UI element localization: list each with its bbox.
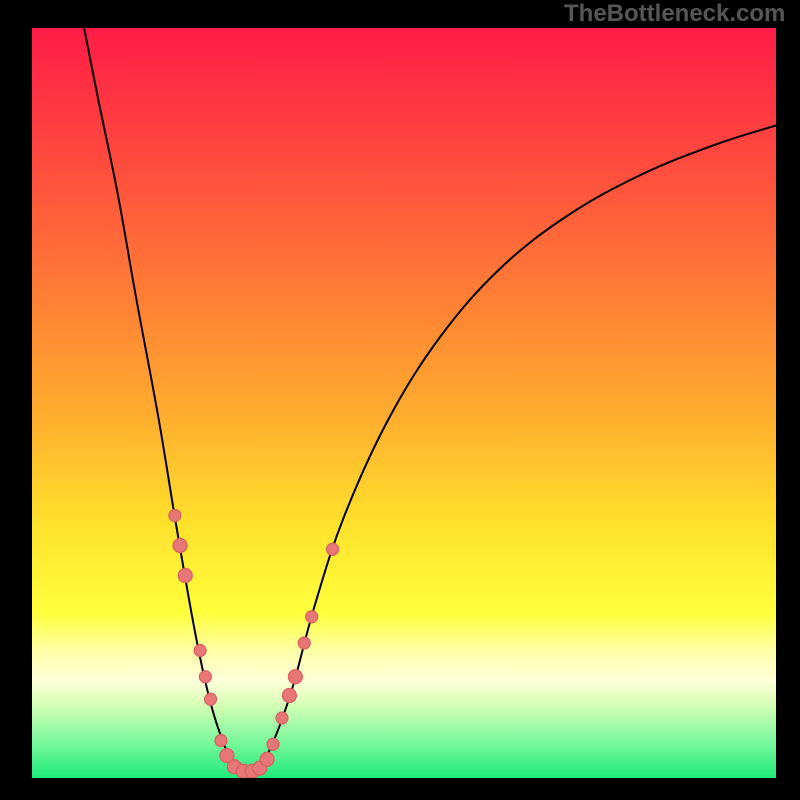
data-marker	[169, 510, 181, 522]
data-marker	[276, 712, 288, 724]
data-marker	[199, 671, 211, 683]
data-marker	[306, 611, 318, 623]
chart-frame: TheBottleneck.com	[0, 0, 800, 800]
data-marker	[298, 637, 310, 649]
data-marker	[260, 752, 274, 766]
data-marker	[327, 543, 339, 555]
data-marker	[205, 693, 217, 705]
data-marker	[282, 689, 296, 703]
data-marker	[215, 735, 227, 747]
data-marker	[288, 670, 302, 684]
plot-background	[32, 28, 776, 778]
bottleneck-chart	[0, 0, 800, 800]
data-marker	[194, 645, 206, 657]
data-marker	[173, 539, 187, 553]
data-marker	[267, 738, 279, 750]
data-marker	[178, 569, 192, 583]
